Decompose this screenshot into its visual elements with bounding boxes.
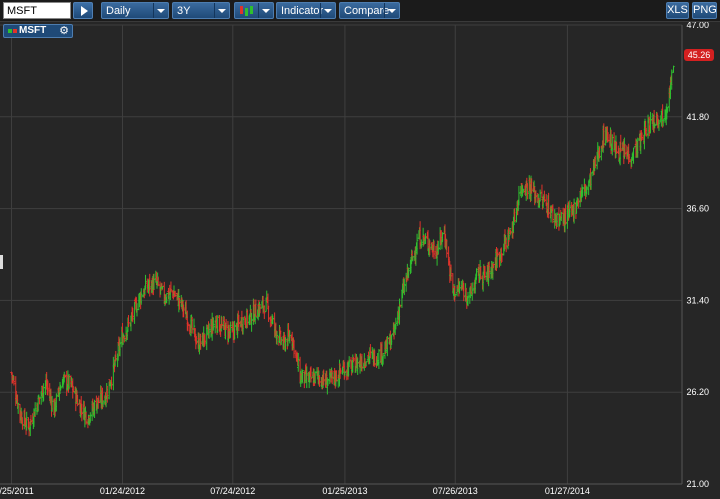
toolbar: Daily 3Y Indicator Compare XLS PNG xyxy=(0,0,720,22)
chevron-down-icon xyxy=(214,3,229,18)
chevron-down-icon xyxy=(320,3,335,18)
indicator-dropdown[interactable]: Indicator xyxy=(276,2,336,19)
y-tick-label: 26.20 xyxy=(686,387,709,397)
compare-label: Compare xyxy=(344,5,390,17)
chart-type-dropdown[interactable] xyxy=(234,2,274,19)
y-tick-label: 21.00 xyxy=(686,479,709,489)
x-tick-label: 07/25/2011 xyxy=(0,486,34,496)
range-label: 3Y xyxy=(177,5,191,17)
y-tick-label: 47.00 xyxy=(686,22,709,30)
compare-dropdown[interactable]: Compare xyxy=(339,2,400,19)
chevron-down-icon xyxy=(258,3,273,18)
legend-symbol: MSFT xyxy=(19,25,47,36)
interval-dropdown[interactable]: Daily xyxy=(101,2,169,19)
price-chart[interactable]: 47.00 41.80 36.60 31.40 26.20 21.00 07/25/2011… xyxy=(0,22,720,499)
indicator-label: Indicator xyxy=(281,5,324,17)
gear-icon[interactable]: ⚙ xyxy=(59,25,69,37)
y-tick-label: 31.40 xyxy=(686,295,709,305)
x-tick-label: 07/26/2013 xyxy=(433,486,478,496)
x-tick-label: 01/27/2014 xyxy=(545,486,590,496)
export-png-button[interactable]: PNG xyxy=(692,2,717,19)
export-xls-button[interactable]: XLS xyxy=(666,2,689,19)
x-tick-label: 07/24/2012 xyxy=(210,486,255,496)
play-icon xyxy=(81,6,88,16)
down-color-swatch xyxy=(13,29,17,33)
up-color-swatch xyxy=(8,29,12,33)
chevron-down-icon xyxy=(153,3,168,18)
x-tick-label: 01/24/2012 xyxy=(100,486,145,496)
last-price-badge: 45.26 xyxy=(684,49,714,61)
y-tick-label: 36.60 xyxy=(686,204,709,214)
go-button[interactable] xyxy=(73,2,93,19)
x-tick-label: 01/25/2013 xyxy=(322,486,367,496)
range-dropdown[interactable]: 3Y xyxy=(172,2,230,19)
symbol-input[interactable] xyxy=(3,2,71,19)
panel-resize-handle[interactable] xyxy=(0,255,3,269)
chevron-down-icon xyxy=(384,3,399,18)
series-legend[interactable]: MSFT ⚙ xyxy=(3,24,73,38)
y-tick-label: 41.80 xyxy=(686,112,709,122)
interval-label: Daily xyxy=(106,5,131,17)
